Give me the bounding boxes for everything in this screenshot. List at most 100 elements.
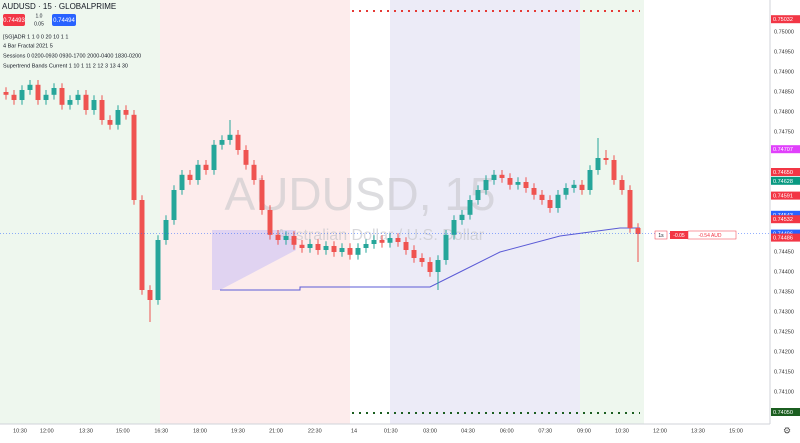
y-tick-label: 0.75000	[774, 29, 794, 35]
candle-body	[355, 248, 361, 255]
candle-body	[427, 262, 433, 272]
y-tick-label: 0.74100	[774, 389, 794, 395]
x-tick-label: 21:00	[269, 428, 283, 434]
x-tick-label: 16:30	[154, 428, 168, 434]
candle-body	[595, 158, 601, 170]
candle-body	[467, 200, 473, 215]
indicator[interactable]: [SG]ADR 1 1 0 0 20 10 1 1	[3, 34, 68, 40]
candle-body	[459, 214, 465, 220]
candle-body	[339, 248, 345, 252]
price-badge-label: 0.74591	[773, 194, 793, 200]
indicator[interactable]: Sessions 0 0200-0930 0930-1700 2000-0400…	[3, 53, 141, 59]
y-tick-label: 0.74450	[774, 249, 794, 255]
price-badge-label: 0.74050	[773, 410, 793, 416]
candle-body	[187, 174, 193, 180]
ask[interactable]: 0.74494	[53, 18, 75, 24]
settings-icon[interactable]: ⚙	[783, 425, 791, 435]
y-tick-label: 0.74200	[774, 349, 794, 355]
candle-body	[619, 180, 625, 190]
candle-body	[51, 88, 57, 95]
candle-body	[363, 244, 369, 248]
change-box	[670, 231, 688, 239]
candle-body	[131, 114, 137, 200]
candle-body	[387, 238, 393, 243]
candle-body	[115, 110, 121, 125]
x-tick-label: 15:00	[116, 428, 130, 434]
price-badge	[771, 168, 800, 176]
candle-body	[523, 182, 529, 188]
time-axis	[0, 424, 800, 438]
candle-body	[579, 184, 585, 190]
candle-body	[507, 178, 513, 185]
y-tick-label: 0.74850	[774, 89, 794, 95]
candle-body	[123, 110, 129, 115]
session-bg	[580, 0, 644, 424]
session-bg	[390, 0, 580, 424]
candle-body	[371, 240, 377, 244]
price-badge	[771, 176, 800, 185]
x-tick-label: 10:30	[615, 428, 629, 434]
candle-body	[59, 88, 65, 105]
y-tick-label: 0.74800	[774, 109, 794, 115]
candle-body	[379, 240, 385, 243]
candle-body	[43, 94, 49, 100]
x-tick-label: 19:30	[231, 428, 245, 434]
candle-body	[555, 194, 561, 208]
x-tick-label: 09:00	[577, 428, 591, 434]
bid[interactable]: 0.74493	[3, 18, 25, 24]
candle-body	[435, 260, 441, 272]
candle-body	[243, 150, 249, 165]
candle-body	[83, 94, 89, 110]
watermark: AUDUSD, 15	[225, 168, 496, 220]
price-badge-label: 0.74532	[773, 217, 793, 223]
candle-body	[91, 100, 97, 110]
candle-body	[219, 140, 225, 145]
candle-body	[147, 290, 153, 300]
x-tick-label: 12:00	[653, 428, 667, 434]
price-badge	[771, 145, 800, 154]
x-tick-label: 03:00	[423, 428, 437, 434]
x-tick-label: 18:00	[193, 428, 207, 434]
candle-body	[27, 84, 33, 90]
x-tick-label: 06:00	[500, 428, 514, 434]
price-badge	[771, 191, 800, 200]
candle-body	[99, 100, 105, 120]
candle-body	[107, 120, 113, 125]
price-badge	[771, 210, 800, 219]
price-badge-label: 0.74628	[773, 179, 793, 185]
candle-body	[315, 244, 321, 250]
x-tick-label: 04:30	[461, 428, 475, 434]
y-tick-label: 0.74400	[774, 269, 794, 275]
x-tick-label: 10:30	[13, 428, 27, 434]
candle-body	[171, 190, 177, 220]
candle-body	[347, 248, 353, 255]
price-badge-label: 0.74650	[773, 170, 793, 176]
price-badge-label: 0.74486	[773, 236, 793, 242]
plot	[0, 80, 770, 322]
candle-body	[211, 144, 217, 170]
candle-body	[163, 220, 169, 240]
x-tick-label: 22:30	[308, 428, 322, 434]
symbol-title: AUDUSD · 15 · GLOBALPRIME	[2, 2, 116, 11]
indicator[interactable]: 4 Bar Fractal 2021 5	[3, 43, 53, 49]
candle-body	[499, 174, 505, 178]
candle-body	[443, 234, 449, 260]
candle-body	[419, 258, 425, 262]
candle-body	[475, 190, 481, 200]
y-tick-label: 0.74750	[774, 129, 794, 135]
buy-button[interactable]	[52, 14, 76, 26]
sell-button[interactable]	[3, 14, 25, 26]
supertrend-line	[220, 227, 640, 291]
candle-body	[483, 180, 489, 190]
candle-body	[251, 164, 257, 180]
x-tick-label: 07:30	[538, 428, 552, 434]
candle-body	[75, 94, 81, 100]
candle-body	[323, 246, 329, 250]
indicator[interactable]: Supertrend Bands Current 1 10 1 11 2 12 …	[3, 63, 128, 69]
candle-body	[67, 100, 73, 105]
candle-body	[139, 200, 145, 290]
candle-body	[571, 184, 577, 188]
spread: 0.05	[34, 21, 44, 27]
